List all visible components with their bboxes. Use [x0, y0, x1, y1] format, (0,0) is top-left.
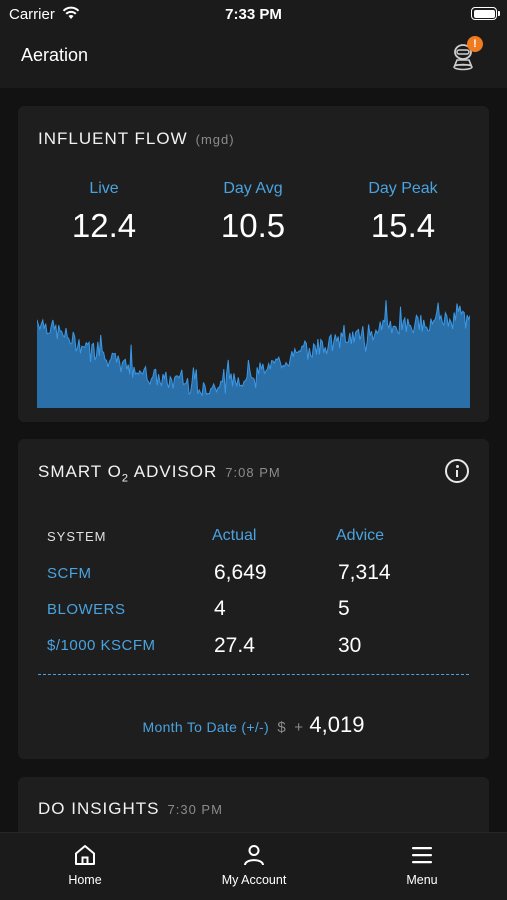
system-header: SYSTEM — [47, 529, 107, 544]
advisor-time: 7:08 PM — [225, 465, 281, 480]
row-label-cost: $/1000 KSCFM — [47, 637, 156, 654]
nav-header: Aeration ! — [0, 30, 507, 88]
influent-flow-heading: INFLUENT FLOW — [38, 129, 188, 148]
influent-flow-title: INFLUENT FLOW (mgd) — [38, 129, 235, 149]
tab-menu[interactable]: Menu — [362, 843, 482, 887]
metric-day-avg-label: Day Avg — [223, 180, 283, 197]
metric-day-avg-value: 10.5 — [220, 207, 286, 244]
flow-area — [37, 300, 470, 408]
cost-actual: 27.4 — [214, 634, 255, 657]
alert-badge: ! — [467, 36, 483, 52]
battery-icon — [471, 7, 500, 20]
clock: 7:33 PM — [225, 6, 282, 23]
influent-flow-area-chart — [37, 300, 470, 408]
smart-advisor-title: SMART O2 ADVISOR 7:08 PM — [38, 462, 281, 484]
mtd-sign: + — [294, 719, 303, 736]
page-title: Aeration — [21, 45, 89, 65]
metric-day-peak: Day Peak 15.4 — [333, 180, 473, 245]
robot-icon — [453, 44, 473, 71]
month-to-date: Month To Date (+/-) $ + 4,019 — [18, 712, 489, 738]
metric-live-label: Live — [89, 180, 119, 197]
advisor-robot-button[interactable]: ! — [449, 36, 483, 72]
carrier-label: Carrier — [9, 6, 55, 23]
influent-flow-unit: (mgd) — [195, 132, 235, 147]
scfm-actual: 6,649 — [214, 561, 267, 584]
advisor-title-suffix: ADVISOR — [128, 462, 218, 481]
advice-header: Advice — [336, 527, 385, 544]
tab-home-label: Home — [68, 873, 102, 887]
info-icon[interactable] — [445, 459, 469, 483]
status-bar: Carrier 7:33 PM — [0, 0, 507, 30]
metric-day-peak-label: Day Peak — [368, 180, 438, 197]
home-icon — [75, 845, 95, 865]
advisor-title-sub: 2 — [121, 472, 129, 485]
actual-header: Actual — [212, 527, 257, 544]
metric-live-value: 12.4 — [71, 207, 137, 244]
flow-line — [37, 300, 470, 397]
do-insights-heading: DO INSIGHTS — [38, 799, 160, 818]
mtd-currency: $ — [277, 719, 286, 736]
smart-advisor-card[interactable]: SMART O2 ADVISOR 7:08 PM SYSTEM Actual Ad… — [18, 439, 489, 759]
influent-flow-card[interactable]: INFLUENT FLOW (mgd) Live 12.4 Day Avg 10.… — [18, 106, 489, 422]
do-insights-time: 7:30 PM — [167, 802, 223, 817]
tab-home[interactable]: Home — [25, 843, 145, 887]
row-label-blowers: BLOWERS — [47, 601, 126, 618]
metric-day-avg: Day Avg 10.5 — [183, 180, 323, 245]
do-insights-title: DO INSIGHTS 7:30 PM — [38, 799, 223, 819]
menu-icon — [412, 847, 432, 864]
row-label-scfm: SCFM — [47, 565, 92, 582]
blowers-advice: 5 — [338, 597, 350, 620]
metric-live: Live 12.4 — [34, 180, 174, 245]
wifi-icon — [62, 6, 80, 19]
tab-my-account-label: My Account — [221, 873, 287, 887]
mtd-value: 4,019 — [309, 712, 365, 737]
person-icon — [244, 845, 264, 866]
advisor-title-prefix: SMART O — [38, 462, 122, 481]
cost-advice: 30 — [338, 634, 362, 657]
tab-my-account[interactable]: My Account — [194, 843, 314, 887]
blowers-actual: 4 — [214, 597, 226, 620]
divider — [38, 674, 469, 675]
metric-day-peak-value: 15.4 — [370, 207, 436, 244]
tab-bar: Home My Account Menu — [0, 832, 507, 900]
mtd-label: Month To Date (+/-) — [142, 719, 269, 735]
tab-menu-label: Menu — [406, 873, 438, 887]
scfm-advice: 7,314 — [338, 561, 391, 584]
